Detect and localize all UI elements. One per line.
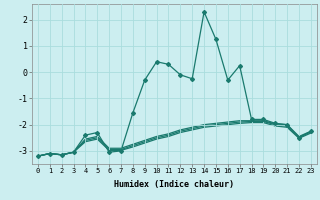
X-axis label: Humidex (Indice chaleur): Humidex (Indice chaleur): [115, 180, 234, 189]
